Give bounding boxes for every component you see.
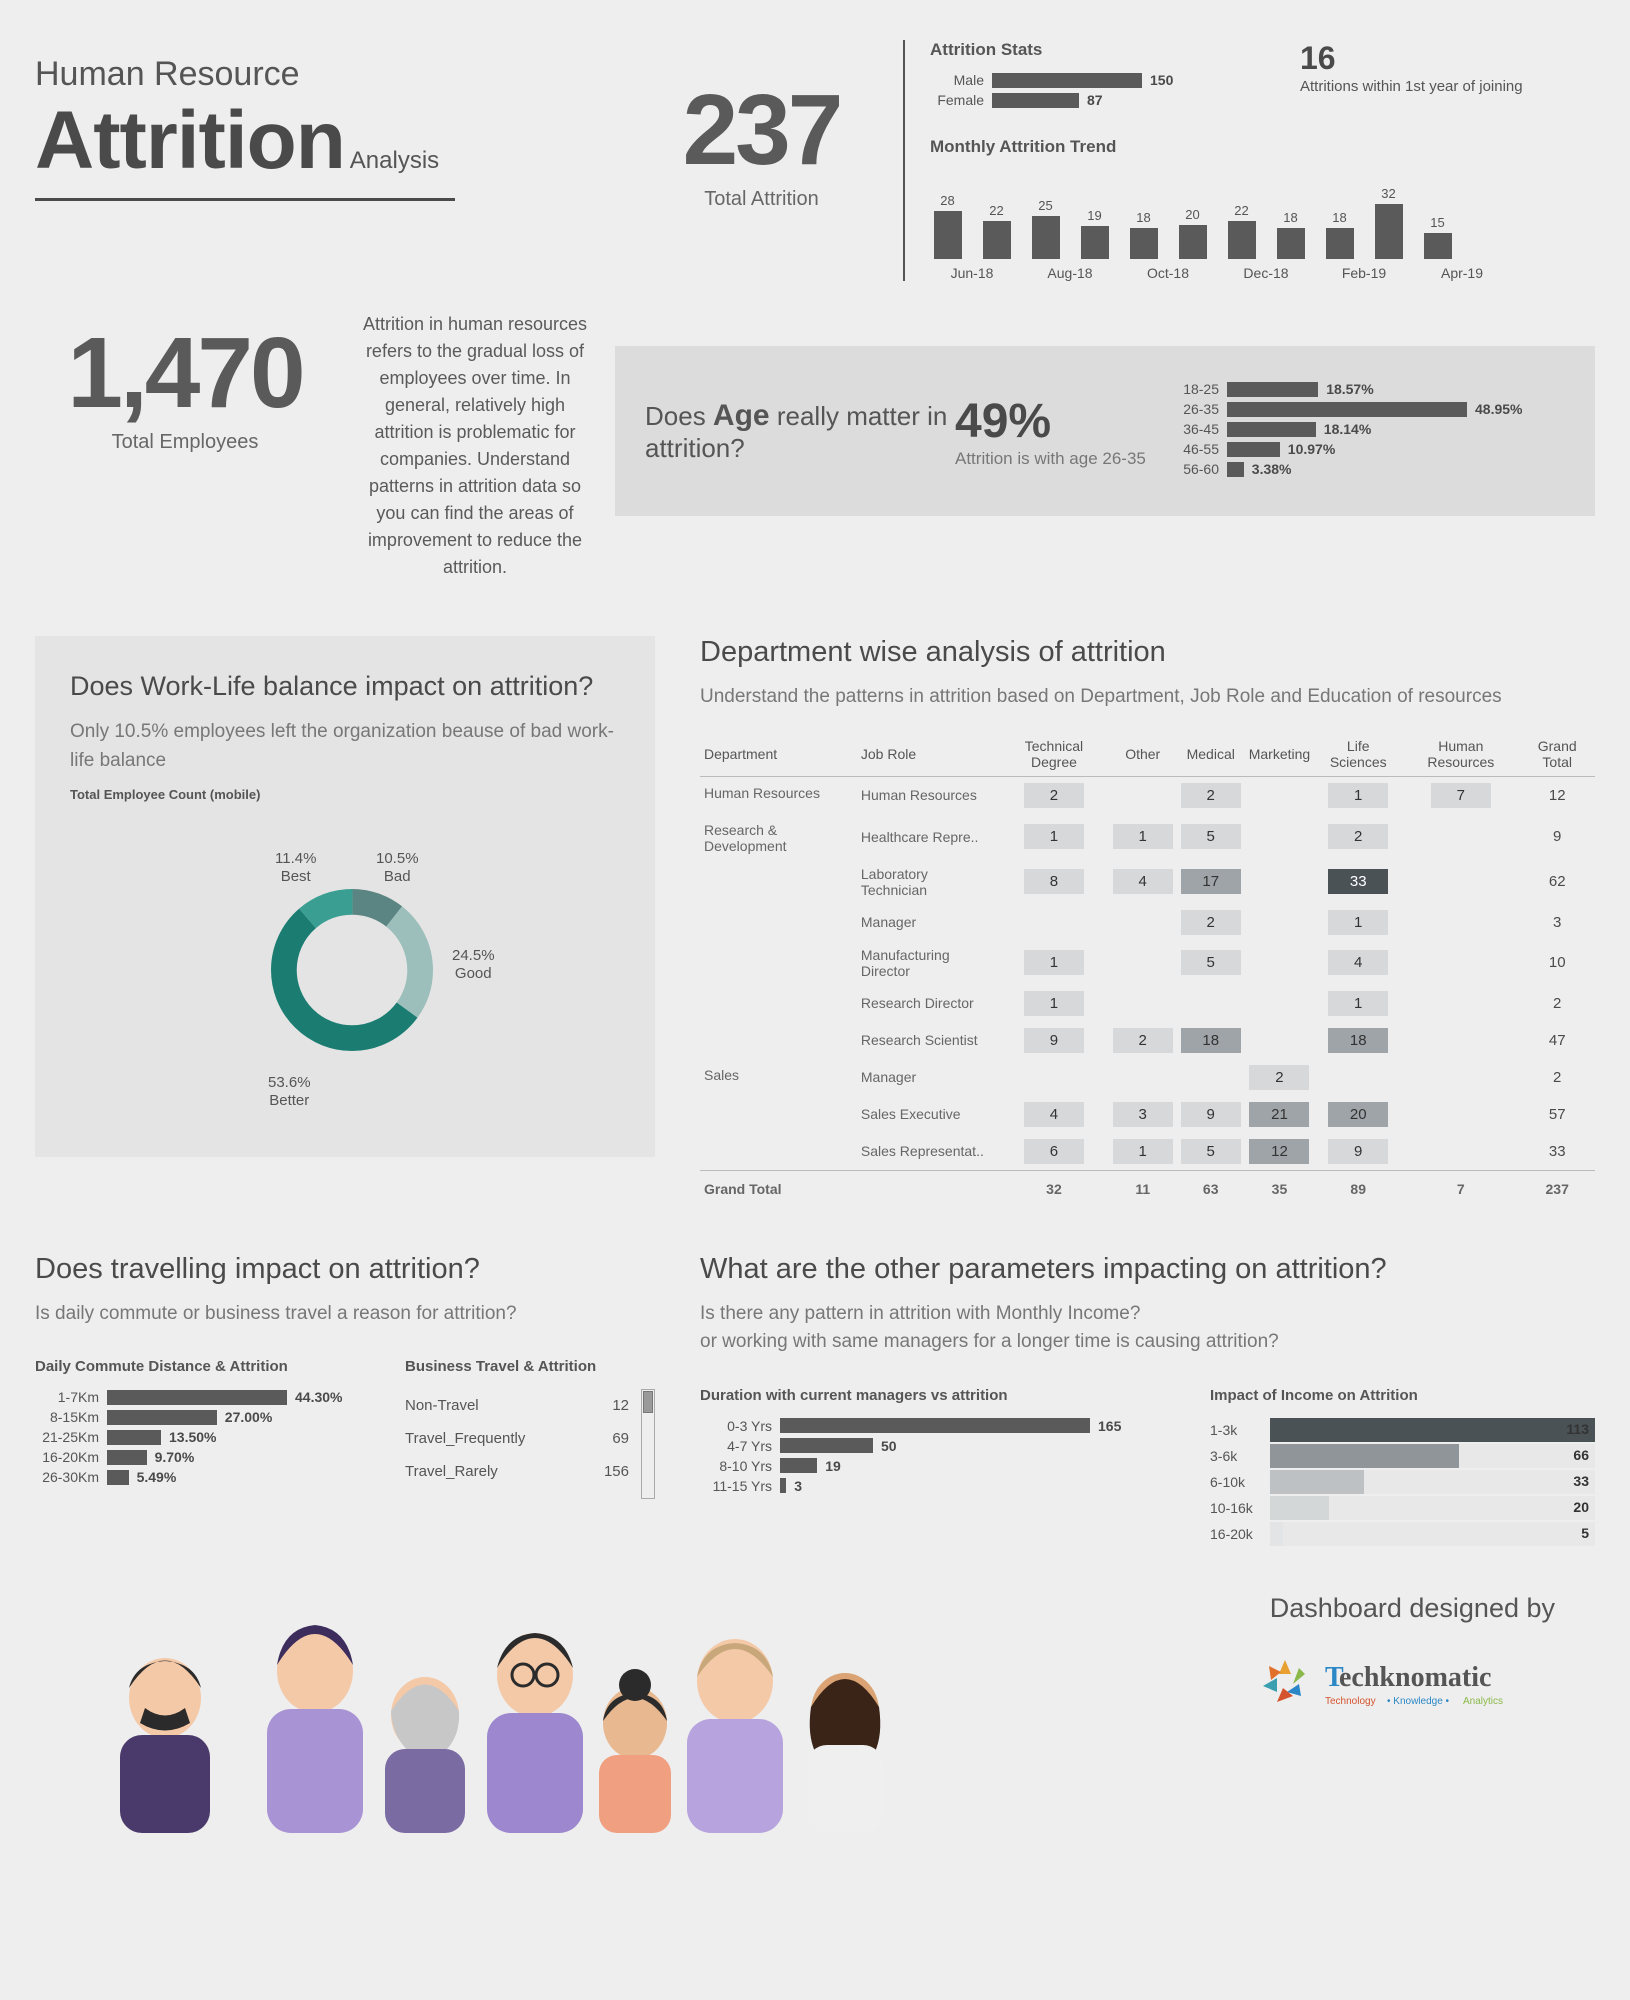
trend-month-label: Aug-18 — [1028, 265, 1112, 281]
pivot-total-row: Grand Total32116335897237 — [700, 1170, 1595, 1203]
trend-bar: 18 — [1322, 210, 1357, 259]
trend-bar: 19 — [1077, 208, 1112, 259]
mgr-bar-row: 8-10 Yrs 19 — [700, 1458, 1160, 1474]
age-sub: Attrition is with age 26-35 — [955, 449, 1175, 469]
biz-row: Travel_Rarely156 — [405, 1455, 641, 1488]
pivot-row: Research & DevelopmentHealthcare Repre..… — [700, 814, 1595, 860]
donut-chart: 10.5%Bad 24.5%Good 53.6%Better 11.4%Best — [190, 822, 500, 1132]
donut-label-best: 11.4%Best — [275, 850, 316, 886]
commute-bar-row: 21-25Km 13.50% — [35, 1429, 365, 1445]
mgr-bar-row: 0-3 Yrs 165 — [700, 1418, 1160, 1434]
kpi-total-employees: 1,470 — [35, 323, 335, 423]
trend-bar: 18 — [1126, 210, 1161, 259]
footer-credit: Dashboard designed by — [935, 1593, 1555, 1624]
trend-chart: 28 22 25 19 18 20 22 18 18 — [930, 169, 1595, 259]
dept-sub: Understand the patterns in attrition bas… — [700, 683, 1595, 712]
mgr-bar-row: 4-7 Yrs 50 — [700, 1438, 1160, 1454]
income-bar-row: 16-20k 5 — [1210, 1522, 1595, 1546]
dept-title: Department wise analysis of attrition — [700, 636, 1595, 669]
travel-sub: Is daily commute or business travel a re… — [35, 1300, 655, 1329]
title-divider — [35, 198, 455, 201]
trend-bar: 28 — [930, 193, 965, 259]
svg-text:Technology: Technology — [1325, 1696, 1376, 1707]
trend-bar: 32 — [1371, 186, 1406, 259]
age-bar-row: 46-55 10.97% — [1175, 441, 1565, 457]
pivot-row: Laboratory Technician84173362 — [700, 860, 1595, 904]
commute-bar-row: 26-30Km 5.49% — [35, 1469, 365, 1485]
biz-row: Non-Travel12 — [405, 1389, 641, 1422]
pivot-row: Manager213 — [700, 904, 1595, 941]
title-line2: Attrition — [35, 95, 345, 186]
income-bar-row: 1-3k 113 — [1210, 1418, 1595, 1442]
income-bar-row: 6-10k 33 — [1210, 1470, 1595, 1494]
trend-bar: 22 — [979, 203, 1014, 259]
commute-title: Daily Commute Distance & Attrition — [35, 1358, 365, 1375]
title-suffix: Analysis — [350, 147, 439, 174]
trend-title: Monthly Attrition Trend — [930, 137, 1595, 157]
pivot-row: Sales Representat..61512933 — [700, 1133, 1595, 1171]
pivot-row: Research Director112 — [700, 985, 1595, 1022]
kpi-total-attrition: 237 — [645, 80, 878, 180]
brand-logo: T echknomatic Technology • Knowledge • A… — [935, 1642, 1555, 1727]
pivot-row: Manufacturing Director15410 — [700, 941, 1595, 985]
pivot-row: SalesManager22 — [700, 1059, 1595, 1096]
wlb-small: Total Employee Count (mobile) — [70, 787, 620, 802]
kpi-total-attrition-label: Total Attrition — [645, 188, 878, 211]
svg-text:Analytics: Analytics — [1463, 1696, 1503, 1707]
kpi-first-year: 16 — [1300, 40, 1595, 77]
svg-text:echknomatic: echknomatic — [1339, 1662, 1491, 1693]
mgr-title: Duration with current managers vs attrit… — [700, 1387, 1160, 1404]
commute-bar-row: 1-7Km 44.30% — [35, 1389, 365, 1405]
gender-bar-row: Female 87 — [930, 92, 1250, 108]
title-line1: Human Resource — [35, 55, 645, 94]
other-title: What are the other parameters impacting … — [700, 1253, 1595, 1286]
age-bar-row: 26-35 48.95% — [1175, 401, 1565, 417]
intro-text: Attrition in human resources refers to t… — [335, 311, 615, 581]
trend-bar: 22 — [1224, 203, 1259, 259]
income-title: Impact of Income on Attrition — [1210, 1387, 1595, 1404]
kpi-first-year-sub: Attritions within 1st year of joining — [1300, 77, 1595, 97]
biz-title: Business Travel & Attrition — [405, 1358, 655, 1375]
donut-label-better: 53.6%Better — [268, 1074, 311, 1110]
commute-bar-row: 16-20Km 9.70% — [35, 1449, 365, 1465]
trend-month-label: Jun-18 — [930, 265, 1014, 281]
age-bar-row: 56-60 3.38% — [1175, 461, 1565, 477]
wlb-title: Does Work-Life balance impact on attriti… — [70, 671, 620, 702]
biz-row: Travel_Frequently69 — [405, 1422, 641, 1455]
donut-label-good: 24.5%Good — [452, 947, 495, 983]
trend-month-label: Dec-18 — [1224, 265, 1308, 281]
trend-bar: 18 — [1273, 210, 1308, 259]
travel-title: Does travelling impact on attrition? — [35, 1253, 655, 1286]
trend-month-label: Oct-18 — [1126, 265, 1210, 281]
donut-label-bad: 10.5%Bad — [376, 850, 419, 886]
pivot-row: Research Scientist92181847 — [700, 1022, 1595, 1059]
trend-bar: 25 — [1028, 198, 1063, 259]
trend-month-label: Apr-19 — [1420, 265, 1504, 281]
trend-bar: 15 — [1420, 215, 1455, 259]
pivot-row: Human ResourcesHuman Resources221712 — [700, 776, 1595, 814]
age-bar-row: 18-25 18.57% — [1175, 381, 1565, 397]
commute-bar-row: 8-15Km 27.00% — [35, 1409, 365, 1425]
other-sub: Is there any pattern in attrition with M… — [700, 1300, 1595, 1357]
dept-pivot-table: DepartmentJob RoleTechnical DegreeOtherM… — [700, 732, 1595, 1203]
trend-bar: 20 — [1175, 207, 1210, 259]
age-pct: 49% — [955, 394, 1175, 449]
trend-month-label: Feb-19 — [1322, 265, 1406, 281]
attrition-stats-title: Attrition Stats — [930, 40, 1250, 60]
age-panel: Does Age really matter in attrition? 49%… — [615, 346, 1595, 516]
age-bar-row: 36-45 18.14% — [1175, 421, 1565, 437]
income-bar-row: 10-16k 20 — [1210, 1496, 1595, 1520]
wlb-sub: Only 10.5% employees left the organizati… — [70, 718, 620, 775]
age-question: Does Age really matter in attrition? — [645, 399, 955, 464]
people-illustration — [35, 1593, 935, 1838]
svg-text:• Knowledge •: • Knowledge • — [1387, 1696, 1450, 1707]
gender-bar-row: Male 150 — [930, 72, 1250, 88]
pivot-row: Sales Executive439212057 — [700, 1096, 1595, 1133]
biz-scrollbar[interactable] — [641, 1389, 655, 1499]
kpi-total-employees-label: Total Employees — [35, 431, 335, 454]
mgr-bar-row: 11-15 Yrs 3 — [700, 1478, 1160, 1494]
income-bar-row: 3-6k 66 — [1210, 1444, 1595, 1468]
